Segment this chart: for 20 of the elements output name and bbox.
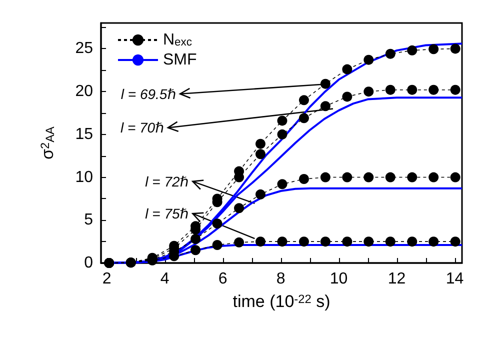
legend-label: Nexc <box>163 32 192 48</box>
annotation: l = 70ℏ <box>120 120 164 136</box>
y-tick-label: 20 <box>75 83 94 100</box>
y-tick-label: 25 <box>75 40 94 58</box>
y-tick-label: 0 <box>84 254 94 272</box>
x-tick-label: 10 <box>330 270 348 288</box>
x-tick-label: 8 <box>276 270 286 288</box>
y-axis-title: σ2AA <box>38 126 57 160</box>
y-tick-label: 15 <box>75 126 94 143</box>
annotation: l = 72ℏ <box>145 173 189 190</box>
x-tick-label: 14 <box>446 270 464 288</box>
x-tick-label: 2 <box>102 270 112 288</box>
x-tick-label: 4 <box>160 270 170 288</box>
y-tick-label: 10 <box>75 168 94 186</box>
annotation: l = 75ℏ <box>145 206 189 222</box>
annotation: l = 69.5ℏ <box>120 86 176 102</box>
legend-label: SMF <box>163 52 197 68</box>
y-tick-label: 5 <box>84 212 94 229</box>
x-tick-label: 12 <box>388 270 406 288</box>
x-tick-label: 6 <box>218 270 228 288</box>
